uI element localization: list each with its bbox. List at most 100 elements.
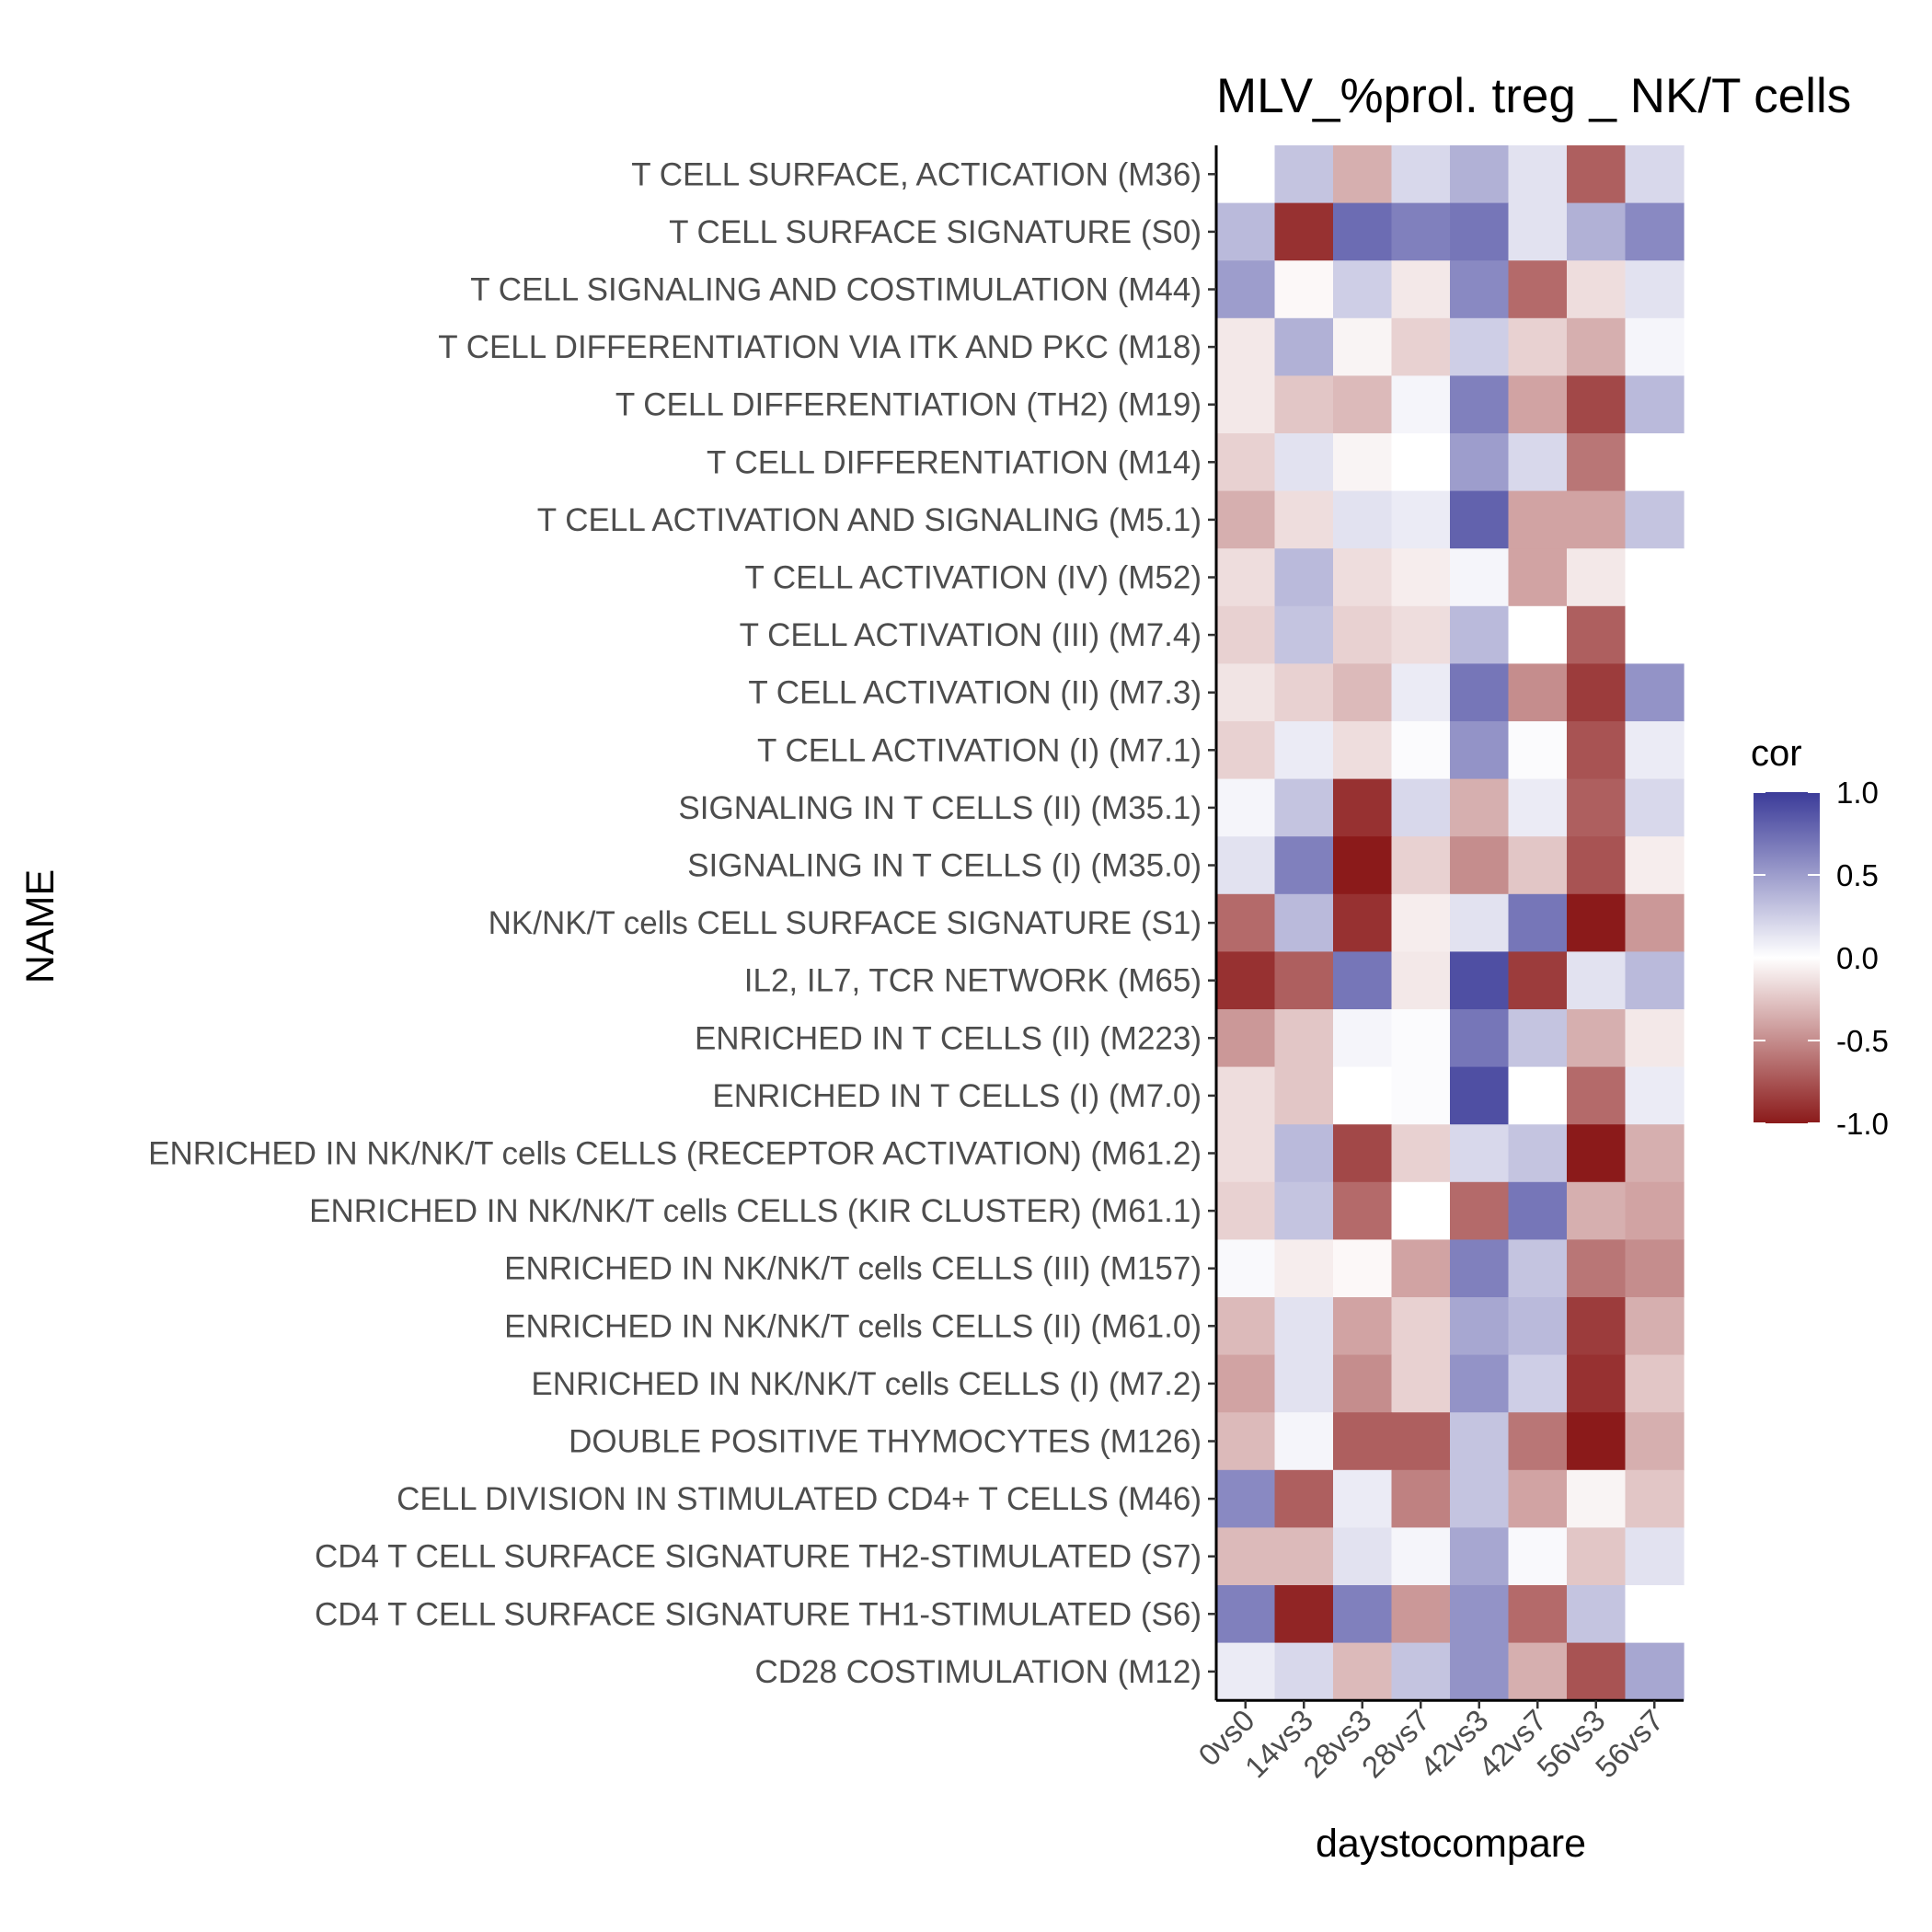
heatmap-cell <box>1333 1412 1393 1471</box>
heatmap-cell <box>1508 1181 1568 1240</box>
heatmap-cell <box>1333 778 1393 837</box>
heatmap-cell <box>1567 433 1627 492</box>
heatmap-cell <box>1333 1585 1393 1644</box>
heatmap-cell <box>1216 951 1276 1010</box>
heatmap-cell <box>1508 951 1568 1010</box>
heatmap-cell <box>1274 663 1334 722</box>
heatmap-cell <box>1508 433 1568 492</box>
heatmap-cell <box>1391 605 1451 664</box>
y-tick-label: T CELL DIFFERENTIATION VIA ITK AND PKC (… <box>438 329 1202 365</box>
heatmap-cell <box>1216 663 1276 722</box>
heatmap-cell <box>1508 893 1568 952</box>
colorbar-tick-label: -1.0 <box>1836 1107 1889 1141</box>
heatmap-cell <box>1216 1469 1276 1528</box>
y-tick-label: ENRICHED IN NK/NK/T cells CELLS (RECEPTO… <box>148 1136 1202 1172</box>
heatmap-cell <box>1216 1124 1276 1183</box>
heatmap-cell <box>1567 663 1627 722</box>
heatmap-cell <box>1508 1297 1568 1356</box>
heatmap-cell <box>1333 721 1393 780</box>
heatmap-cell <box>1450 1527 1510 1586</box>
heatmap-cell <box>1216 1239 1276 1298</box>
heatmap-cell <box>1216 1181 1276 1240</box>
heatmap-cell <box>1391 1066 1451 1125</box>
heatmap-cell <box>1567 605 1627 664</box>
heatmap-cell <box>1333 433 1393 492</box>
heatmap-cell <box>1625 1527 1685 1586</box>
heatmap-cell <box>1274 1066 1334 1125</box>
heatmap-cell <box>1625 202 1685 261</box>
colorbar-ticks: 1.0 0.5 0.0 -0.5 -1.0 <box>1754 776 1889 1141</box>
heatmap-cell <box>1450 1066 1510 1125</box>
y-tick-label: NK/NK/T cells CELL SURFACE SIGNATURE (S1… <box>489 905 1202 941</box>
heatmap-cell <box>1450 836 1510 895</box>
heatmap-cell <box>1274 1239 1334 1298</box>
heatmap-cell <box>1216 317 1276 376</box>
heatmap-cell <box>1567 375 1627 434</box>
axes <box>1208 145 1684 1709</box>
y-tick-label: CD28 COSTIMULATION (M12) <box>754 1654 1202 1690</box>
heatmap-cell <box>1391 260 1451 319</box>
heatmap-cell <box>1625 1469 1685 1528</box>
heatmap-cell <box>1567 1354 1627 1413</box>
heatmap-cell <box>1391 145 1451 204</box>
legend-title: cor <box>1751 733 1802 774</box>
heatmap-cell <box>1508 260 1568 319</box>
y-tick-label: T CELL SURFACE, ACTICATION (M36) <box>631 156 1202 192</box>
heatmap-cell <box>1625 778 1685 837</box>
y-tick-label: T CELL ACTIVATION (IV) (M52) <box>744 560 1202 596</box>
heatmap-cell <box>1567 202 1627 261</box>
heatmap-cell <box>1274 433 1334 492</box>
heatmap-cell <box>1274 1181 1334 1240</box>
heatmap-cell <box>1450 721 1510 780</box>
heatmap-cell <box>1450 317 1510 376</box>
heatmap-cell <box>1274 1297 1334 1356</box>
colorbar-tick-label: -0.5 <box>1836 1024 1889 1058</box>
heatmap-cell <box>1567 1412 1627 1471</box>
heatmap-cell <box>1567 1066 1627 1125</box>
heatmap-cell <box>1333 1124 1393 1183</box>
y-tick-labels: T CELL SURFACE, ACTICATION (M36) T CELL S… <box>148 156 1202 1690</box>
heatmap-cell <box>1333 1239 1393 1298</box>
heatmap-cell <box>1625 1642 1685 1701</box>
heatmap-cell <box>1567 1239 1627 1298</box>
heatmap-cell <box>1274 893 1334 952</box>
heatmap-cell <box>1216 1412 1276 1471</box>
heatmap-cell <box>1216 1585 1276 1644</box>
heatmap-cell <box>1333 836 1393 895</box>
heatmap-cell <box>1625 548 1685 607</box>
heatmap-cell <box>1625 433 1685 492</box>
heatmap-cell <box>1508 663 1568 722</box>
heatmap-cell <box>1567 1009 1627 1068</box>
heatmap-cell <box>1274 145 1334 204</box>
y-tick-label: ENRICHED IN T CELLS (II) (M223) <box>695 1020 1202 1056</box>
y-tick-label: T CELL ACTIVATION AND SIGNALING (M5.1) <box>537 502 1202 538</box>
heatmap-cell <box>1625 1412 1685 1471</box>
heatmap-cell <box>1567 721 1627 780</box>
y-axis-title: NAME <box>18 869 63 983</box>
heatmap-cell <box>1274 1642 1334 1701</box>
heatmap-cell <box>1450 433 1510 492</box>
y-tick-label: T CELL ACTIVATION (II) (M7.3) <box>748 675 1202 711</box>
heatmap-cell <box>1450 1354 1510 1413</box>
y-tick-label: ENRICHED IN NK/NK/T cells CELLS (II) (M6… <box>504 1308 1202 1344</box>
heatmap-cell <box>1450 1009 1510 1068</box>
heatmap-cell <box>1274 605 1334 664</box>
heatmap-cell <box>1450 548 1510 607</box>
y-tick-label: CD4 T CELL SURFACE SIGNATURE TH2-STIMULA… <box>315 1539 1202 1575</box>
heatmap-cell <box>1450 375 1510 434</box>
heatmap-cell <box>1391 317 1451 376</box>
y-tick-label: SIGNALING IN T CELLS (I) (M35.0) <box>687 848 1202 884</box>
heatmap-cell <box>1625 1297 1685 1356</box>
heatmap-cell <box>1333 490 1393 549</box>
y-tick-label: SIGNALING IN T CELLS (II) (M35.1) <box>678 790 1202 826</box>
heatmap-cell <box>1450 1297 1510 1356</box>
heatmap-cell <box>1567 1297 1627 1356</box>
heatmap-cell <box>1450 1239 1510 1298</box>
heatmap-cell <box>1333 1642 1393 1701</box>
y-tick-label: T CELL DIFFERENTIATION (M14) <box>707 444 1202 480</box>
heatmap-cell <box>1567 145 1627 204</box>
heatmap-cell <box>1508 1354 1568 1413</box>
heatmap-cell <box>1274 1585 1334 1644</box>
y-tick-label: ENRICHED IN T CELLS (I) (M7.0) <box>712 1078 1202 1114</box>
heatmap-cell <box>1391 433 1451 492</box>
